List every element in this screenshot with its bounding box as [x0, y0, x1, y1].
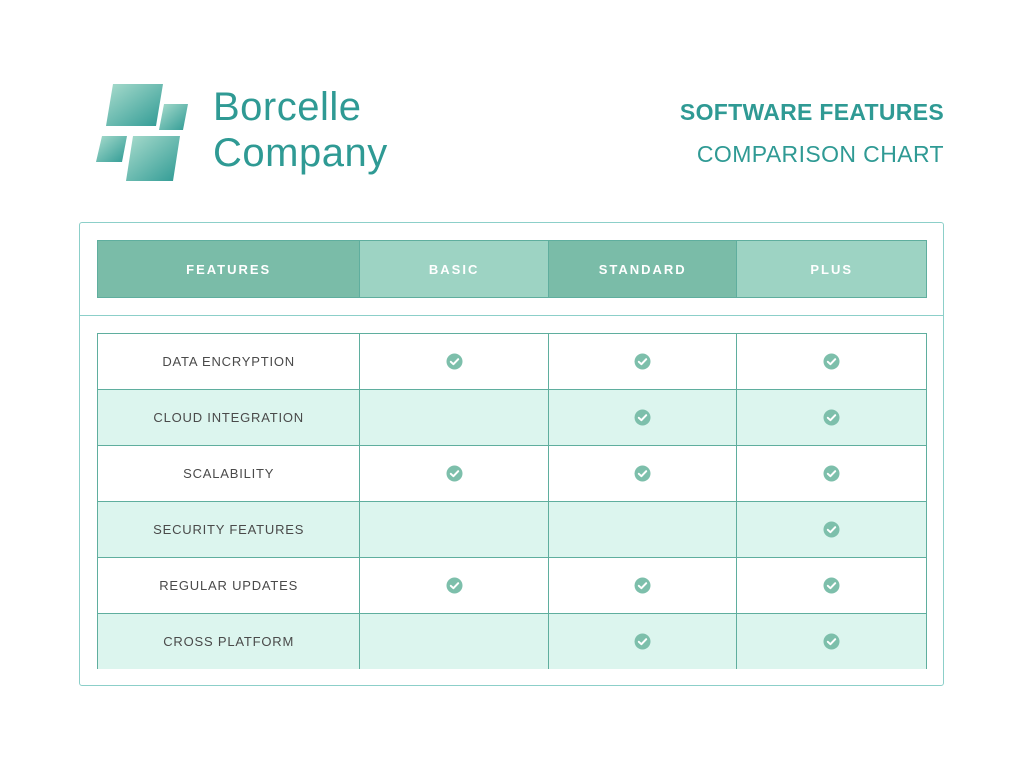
cell-standard [549, 446, 738, 501]
check-circle-icon [823, 353, 840, 370]
company-name-line2: Company [213, 131, 388, 175]
header-features: FEATURES [98, 241, 361, 297]
document-title: SOFTWARE FEATURES [679, 99, 944, 125]
table-row: SECURITY FEATURES [98, 502, 926, 558]
check-circle-icon [446, 353, 463, 370]
feature-name: CLOUD INTEGRATION [98, 390, 361, 445]
cell-standard [549, 390, 738, 445]
company-name-line1: Borcelle [213, 85, 362, 129]
table-header-row: FEATURES BASIC STANDARD PLUS [97, 240, 927, 298]
cell-basic [360, 614, 549, 669]
cell-basic [360, 334, 549, 389]
cell-standard [549, 558, 738, 613]
feature-name: DATA ENCRYPTION [98, 334, 361, 389]
frame-divider [79, 315, 944, 316]
cell-standard [549, 502, 738, 557]
check-circle-icon [823, 633, 840, 650]
table-row: CROSS PLATFORM [98, 614, 926, 669]
check-circle-icon [823, 409, 840, 426]
cell-plus [737, 502, 926, 557]
cell-standard [549, 614, 738, 669]
feature-name: CROSS PLATFORM [98, 614, 361, 669]
cell-standard [549, 334, 738, 389]
check-circle-icon [634, 577, 651, 594]
check-circle-icon [446, 577, 463, 594]
company-name: Borcelle Company [213, 84, 388, 176]
cell-basic [360, 502, 549, 557]
features-table: DATA ENCRYPTION CLOUD INTEGRATION SCALABIL… [97, 333, 927, 669]
check-circle-icon [823, 577, 840, 594]
feature-name: SECURITY FEATURES [98, 502, 361, 557]
document-title-block: SOFTWARE FEATURES COMPARISON CHART [680, 98, 944, 168]
cell-plus [737, 334, 926, 389]
check-circle-icon [634, 465, 651, 482]
check-circle-icon [634, 353, 651, 370]
cell-plus [737, 614, 926, 669]
table-row: SCALABILITY [98, 446, 926, 502]
feature-name: REGULAR UPDATES [98, 558, 361, 613]
table-row: CLOUD INTEGRATION [98, 390, 926, 446]
cell-plus [737, 558, 926, 613]
check-circle-icon [823, 521, 840, 538]
document-subtitle: COMPARISON CHART [696, 141, 944, 167]
cell-plus [737, 390, 926, 445]
check-circle-icon [634, 633, 651, 650]
header-standard: STANDARD [548, 241, 738, 297]
cell-basic [360, 390, 549, 445]
table-row: REGULAR UPDATES [98, 558, 926, 614]
cell-basic [360, 558, 549, 613]
check-circle-icon [634, 409, 651, 426]
feature-name: SCALABILITY [98, 446, 361, 501]
company-logo-icon [96, 84, 188, 181]
table-row: DATA ENCRYPTION [98, 334, 926, 390]
cell-basic [360, 446, 549, 501]
cell-plus [737, 446, 926, 501]
check-circle-icon [446, 465, 463, 482]
header-basic: BASIC [360, 241, 549, 297]
table-frame [79, 222, 944, 686]
header-plus: PLUS [737, 241, 926, 297]
check-circle-icon [823, 465, 840, 482]
